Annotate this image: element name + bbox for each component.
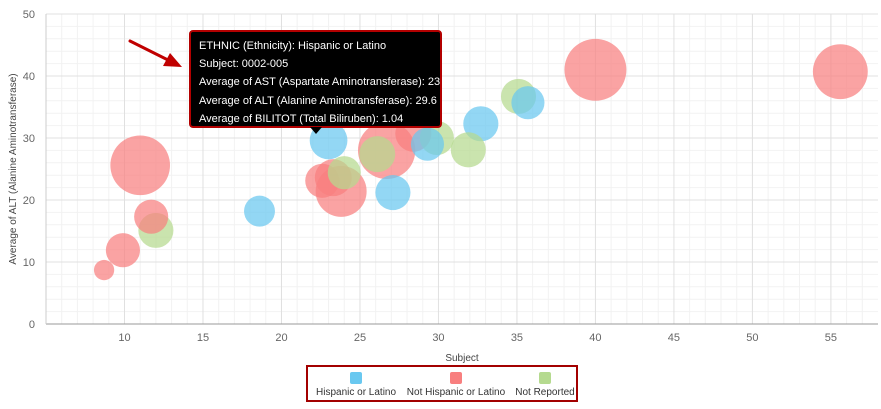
y-tick-label: 0 — [29, 319, 35, 331]
x-tick-label: 25 — [354, 332, 366, 344]
bubble-point[interactable] — [463, 106, 499, 142]
bubble-point[interactable] — [359, 136, 396, 173]
x-tick-label: 20 — [275, 332, 287, 344]
bubble-point[interactable] — [564, 38, 627, 101]
x-tick-label: 30 — [432, 332, 444, 344]
x-tick-label: 40 — [589, 332, 601, 344]
bubble-point[interactable] — [812, 44, 868, 100]
tooltip-line-subject: Subject: 0002-005 — [199, 58, 289, 71]
tooltip-line-ethnicity: ETHNIC (Ethnicity): Hispanic or Latino — [199, 40, 387, 52]
x-tick-label: 15 — [197, 332, 209, 344]
legend-item-not-hispanic[interactable]: Not Hispanic or Latino — [406, 372, 506, 398]
bubble-point[interactable] — [511, 86, 545, 120]
tooltip-line-alt: Average of ALT (Alanine Aminotransferase… — [199, 94, 437, 107]
x-tick-label: 45 — [668, 332, 680, 344]
tooltip-pointer — [310, 127, 322, 134]
tooltip-line-ast: Average of AST (Aspartate Aminotransfera… — [199, 76, 441, 89]
x-tick-label: 35 — [511, 332, 523, 344]
red-arrow-annotation — [128, 39, 182, 67]
bubble-point[interactable] — [450, 132, 486, 168]
bubble-point[interactable] — [327, 156, 361, 190]
arrow-head — [163, 53, 182, 67]
tooltip-line-bilitot: Average of BILITOT (Total Biliruben): 1.… — [199, 112, 404, 125]
bubble-point[interactable] — [375, 175, 411, 211]
legend-item-hispanic[interactable]: Hispanic or Latino — [316, 372, 396, 398]
chart-legend: Hispanic or Latino Not Hispanic or Latin… — [306, 365, 578, 402]
legend-swatch-hispanic — [350, 372, 362, 384]
y-tick-label: 10 — [23, 257, 35, 269]
bubble-point[interactable] — [244, 195, 275, 227]
bubble-point[interactable] — [105, 233, 140, 268]
bubble-point[interactable] — [93, 259, 115, 281]
legend-swatch-not-reported — [539, 372, 551, 384]
legend-label-hispanic: Hispanic or Latino — [316, 387, 397, 398]
arrow-shaft — [128, 39, 170, 62]
x-tick-labels: 10 15 20 25 30 35 40 45 50 55 — [118, 332, 837, 344]
bubble-point[interactable] — [410, 127, 445, 161]
bubble-point[interactable] — [110, 135, 171, 196]
y-tick-labels: 0 10 20 30 40 50 — [23, 9, 35, 331]
bubbles — [93, 38, 868, 281]
legend-label-not-hispanic: Not Hispanic or Latino — [406, 387, 506, 398]
data-point-tooltip: ETHNIC (Ethnicity): Hispanic or Latino S… — [189, 30, 442, 128]
y-tick-label: 20 — [23, 195, 35, 207]
x-tick-label: 55 — [825, 332, 837, 344]
bubble-point[interactable] — [134, 199, 169, 234]
x-tick-label: 50 — [746, 332, 758, 344]
x-axis-title: Subject — [445, 353, 479, 364]
legend-item-not-reported[interactable]: Not Reported — [513, 372, 577, 398]
y-tick-label: 40 — [23, 71, 35, 83]
legend-label-not-reported: Not Reported — [515, 387, 575, 398]
y-tick-label: 30 — [23, 133, 35, 145]
y-tick-label: 50 — [23, 9, 35, 21]
y-axis-title: Average of ALT (Alanine Aminotransferase… — [8, 73, 19, 264]
legend-swatch-not-hispanic — [450, 372, 462, 384]
x-tick-label: 10 — [118, 332, 130, 344]
